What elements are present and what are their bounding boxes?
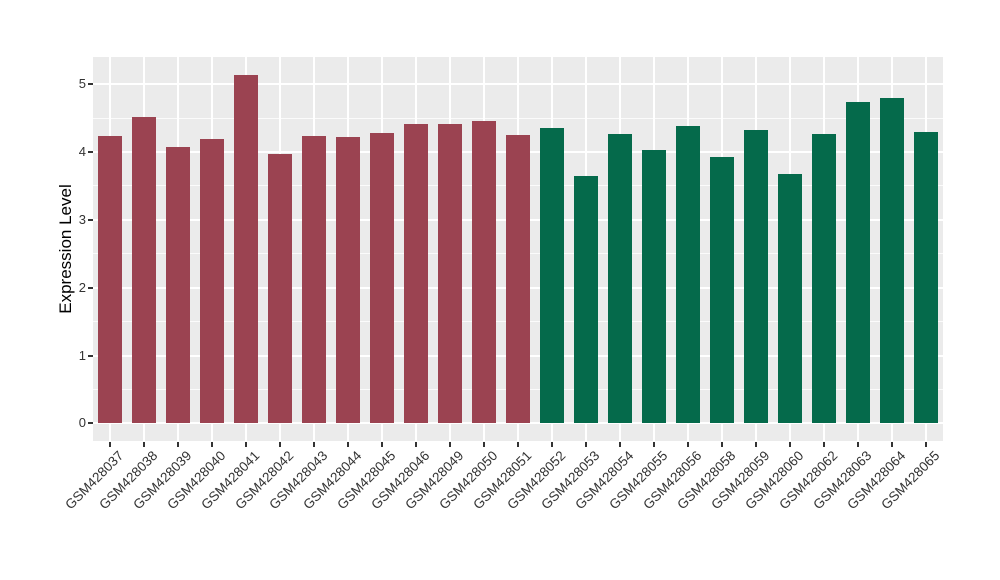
bar-GSM428044 [336,137,360,424]
x-tick-GSM428043 [313,442,315,447]
x-tick-GSM428058 [721,442,723,447]
bar-GSM428040 [200,139,224,424]
x-tick-GSM428054 [619,442,621,447]
x-tick-GSM428041 [245,442,247,447]
bar-GSM428049 [438,124,462,424]
x-tick-GSM428044 [347,442,349,447]
y-tick-label-4: 4 [78,143,86,159]
bar-GSM428041 [234,74,258,424]
y-tick-label-3: 3 [78,211,86,227]
plot-panel [93,57,943,441]
x-tick-GSM428052 [551,442,553,447]
x-tick-GSM428063 [857,442,859,447]
x-tick-GSM428059 [755,442,757,447]
bar-GSM428052 [540,128,564,424]
x-tick-GSM428049 [449,442,451,447]
bar-GSM428055 [642,149,666,424]
bar-GSM428064 [880,97,904,424]
bar-GSM428045 [370,132,394,424]
x-tick-GSM428060 [789,442,791,447]
x-tick-GSM428053 [585,442,587,447]
x-tick-GSM428050 [483,442,485,447]
bar-GSM428060 [778,174,802,424]
bar-GSM428050 [472,121,496,424]
bar-GSM428058 [710,156,734,424]
y-tick-label-5: 5 [78,76,86,92]
bar-GSM428054 [608,133,632,424]
y-tick-3 [88,218,93,221]
bar-GSM428046 [404,124,428,424]
x-tick-GSM428062 [823,442,825,447]
x-tick-GSM428051 [517,442,519,447]
y-tick-1 [88,354,93,357]
y-tick-2 [88,286,93,289]
bar-GSM428037 [98,136,122,424]
bar-GSM428043 [302,135,326,424]
bar-GSM428056 [676,126,700,424]
x-tick-GSM428042 [279,442,281,447]
x-tick-GSM428064 [891,442,893,447]
x-tick-GSM428046 [415,442,417,447]
y-tick-label-2: 2 [78,279,86,295]
bar-GSM428038 [132,116,156,424]
x-tick-GSM428065 [925,442,927,447]
x-tick-GSM428039 [177,442,179,447]
y-tick-label-0: 0 [78,415,86,431]
y-tick-0 [88,422,93,425]
bar-GSM428042 [268,154,292,424]
x-tick-GSM428045 [381,442,383,447]
bar-GSM428051 [506,135,530,424]
y-tick-4 [88,150,93,153]
x-tick-GSM428055 [653,442,655,447]
bar-GSM428039 [166,147,190,424]
x-tick-GSM428056 [687,442,689,447]
x-tick-GSM428037 [109,442,111,447]
bar-GSM428063 [846,101,870,424]
y-tick-label-1: 1 [78,347,86,363]
bar-GSM428065 [914,131,938,424]
y-tick-5 [88,83,93,86]
x-tick-GSM428038 [143,442,145,447]
bar-GSM428059 [744,129,768,424]
bar-GSM428053 [574,176,598,424]
bar-GSM428062 [812,133,836,424]
x-tick-GSM428040 [211,442,213,447]
